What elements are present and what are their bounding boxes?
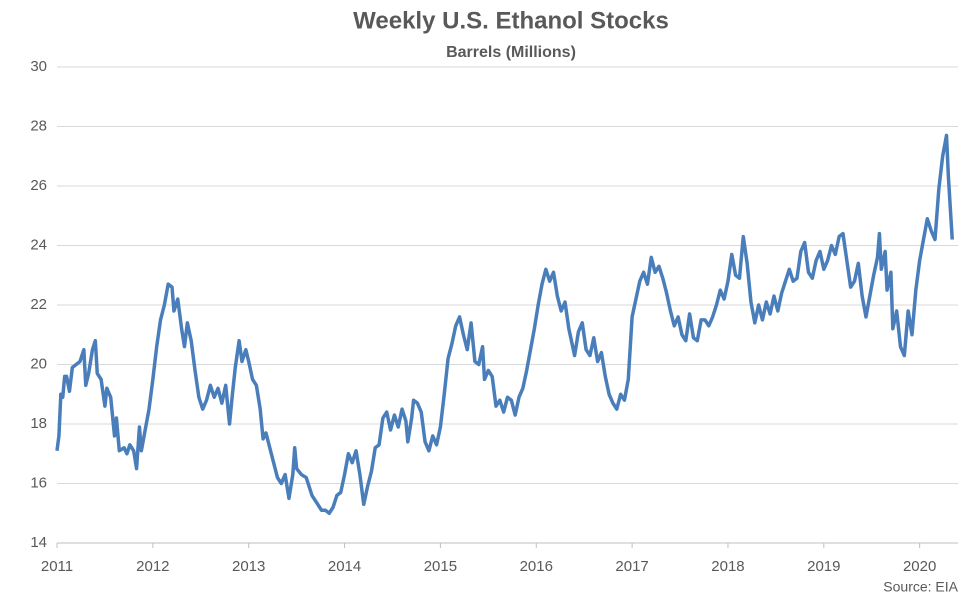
- x-tick-label: 2015: [424, 558, 457, 575]
- y-tick-label: 20: [30, 355, 47, 372]
- y-tick-label: 30: [30, 58, 47, 75]
- y-tick-label: 14: [30, 534, 47, 551]
- x-tick-label: 2011: [41, 558, 73, 575]
- x-tick-label: 2014: [328, 558, 361, 575]
- y-tick-label: 18: [30, 415, 47, 432]
- x-tick-label: 2019: [807, 558, 840, 575]
- y-tick-label: 16: [30, 474, 47, 491]
- y-tick-label: 24: [30, 236, 47, 253]
- source-note: Source: EIA: [883, 579, 958, 595]
- x-tick-label: 2017: [615, 558, 648, 575]
- x-tick-label: 2013: [232, 558, 265, 575]
- chart-subtitle: Barrels (Millions): [446, 44, 576, 61]
- x-tick-label: 2012: [136, 558, 169, 575]
- y-tick-label: 22: [30, 296, 47, 313]
- y-tick-label: 28: [30, 117, 47, 134]
- chart-title: Weekly U.S. Ethanol Stocks: [353, 7, 669, 34]
- x-tick-label: 2018: [711, 558, 744, 575]
- x-tick-label: 2016: [520, 558, 553, 575]
- data-line: [55, 133, 954, 515]
- y-tick-label: 26: [30, 177, 47, 194]
- x-tick-label: 2020: [903, 558, 936, 575]
